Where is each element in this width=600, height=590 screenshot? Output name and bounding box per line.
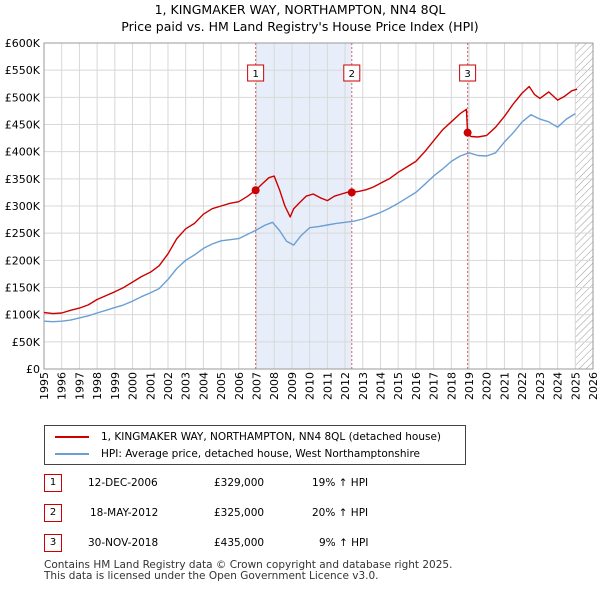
legend-swatch-property <box>55 436 89 438</box>
x-tick-label: 2022 <box>516 372 529 400</box>
legend-label-hpi: HPI: Average price, detached house, West… <box>101 448 420 460</box>
sale-point <box>463 128 472 137</box>
sale-label-box <box>247 64 265 82</box>
sale-hpi: 20% ↑ HPI <box>312 507 369 519</box>
sale-hpi: 19% ↑ HPI <box>312 477 369 489</box>
x-tick-label: 1999 <box>109 372 122 400</box>
sale-date: 18-MAY-2012 <box>90 507 159 519</box>
chart-subtitle: Price paid vs. HM Land Registry's House … <box>121 19 479 34</box>
sale-price: £325,000 <box>214 507 265 519</box>
y-tick-label: £150K <box>5 282 41 295</box>
sale-date: 12-DEC-2006 <box>88 477 158 489</box>
y-tick-label: £450K <box>5 119 41 132</box>
x-tick-label: 2004 <box>197 372 210 400</box>
x-tick-label: 2025 <box>569 372 582 400</box>
x-tick-label: 2011 <box>321 372 334 400</box>
y-tick-label: £0 <box>26 363 40 376</box>
legend: 1, KINGMAKER WAY, NORTHAMPTON, NN4 8QL (… <box>44 425 466 465</box>
sale-point <box>347 188 356 197</box>
x-tick-label: 1998 <box>91 372 104 400</box>
footer-licence: This data is licensed under the Open Gov… <box>44 570 379 582</box>
y-tick-label: £250K <box>5 227 41 240</box>
x-tick-label: 2020 <box>481 372 494 400</box>
x-tick-label: 2015 <box>392 372 405 400</box>
x-tick-label: 2009 <box>286 372 299 400</box>
x-tick-label: 2026 <box>587 372 600 400</box>
sale-label-number: 3 <box>464 69 470 80</box>
x-tick-label: 1996 <box>56 372 69 400</box>
x-tick-label: 2001 <box>144 372 157 400</box>
x-tick-label: 2024 <box>552 372 565 400</box>
sale-point <box>251 186 260 195</box>
y-tick-label: £100K <box>5 309 41 322</box>
x-tick-label: 2005 <box>215 372 228 400</box>
sale-number: 1 <box>44 474 62 492</box>
x-tick-label: 2019 <box>463 372 476 400</box>
legend-swatch-hpi <box>55 453 89 455</box>
footer-copyright: Contains HM Land Registry data © Crown c… <box>44 559 453 571</box>
footer: Contains HM Land Registry data © Crown c… <box>44 560 452 582</box>
series-line-property <box>43 85 578 315</box>
x-tick-label: 2003 <box>180 372 193 400</box>
y-tick-label: £300K <box>5 200 41 213</box>
sale-label-box <box>459 64 477 82</box>
y-tick-label: £50K <box>12 336 41 349</box>
sale-price: £435,000 <box>214 537 265 549</box>
sale-date: 30-NOV-2018 <box>88 537 159 549</box>
sale-row: 3 30-NOV-2018 £435,000 9% ↑ HPI <box>44 534 564 554</box>
x-tick-label: 2012 <box>339 372 352 400</box>
y-tick-label: £350K <box>5 173 41 186</box>
x-tick-label: 2006 <box>233 372 246 400</box>
y-tick-label: £500K <box>5 91 41 104</box>
y-tick-label: £550K <box>5 64 41 77</box>
x-tick-label: 2008 <box>268 372 281 400</box>
y-tick-label: £600K <box>5 37 41 50</box>
x-tick-label: 2021 <box>498 372 511 400</box>
x-tick-label: 2010 <box>304 372 317 400</box>
x-tick-label: 2016 <box>410 372 423 400</box>
y-tick-label: £400K <box>5 146 41 159</box>
x-tick-label: 2000 <box>127 372 140 400</box>
x-tick-label: 2002 <box>162 372 175 400</box>
sale-row: 2 18-MAY-2012 £325,000 20% ↑ HPI <box>44 504 564 524</box>
sale-hpi: 9% ↑ HPI <box>319 537 369 549</box>
sale-price: £329,000 <box>214 477 265 489</box>
y-tick-label: £200K <box>5 254 41 267</box>
series-line-hpi <box>43 113 576 323</box>
x-tick-label: 2014 <box>374 372 387 400</box>
x-tick-label: 2017 <box>428 372 441 400</box>
chart-title: 1, KINGMAKER WAY, NORTHAMPTON, NN4 8QL <box>154 2 446 17</box>
legend-item-property: 1, KINGMAKER WAY, NORTHAMPTON, NN4 8QL (… <box>55 429 441 445</box>
x-tick-label: 1995 <box>38 372 51 400</box>
sale-row: 1 12-DEC-2006 £329,000 19% ↑ HPI <box>44 474 564 494</box>
x-tick-label: 2013 <box>357 372 370 400</box>
legend-label-property: 1, KINGMAKER WAY, NORTHAMPTON, NN4 8QL (… <box>101 431 442 443</box>
plot-frame <box>43 42 594 370</box>
sale-label-number: 1 <box>252 69 258 80</box>
price-chart: £0 £50K £100K £150K £200K £250K £300K £350K £400… <box>5 37 600 400</box>
x-tick-label: 1997 <box>73 372 86 400</box>
legend-item-hpi: HPI: Average price, detached house, West… <box>55 446 420 462</box>
x-tick-label: 2018 <box>445 372 458 400</box>
sale-number: 2 <box>44 504 62 522</box>
x-tick-label: 2023 <box>534 372 547 400</box>
sale-label-number: 2 <box>349 69 355 80</box>
x-tick-label: 2007 <box>251 372 264 400</box>
sale-label-box <box>343 64 361 82</box>
sale-number: 3 <box>44 534 62 552</box>
